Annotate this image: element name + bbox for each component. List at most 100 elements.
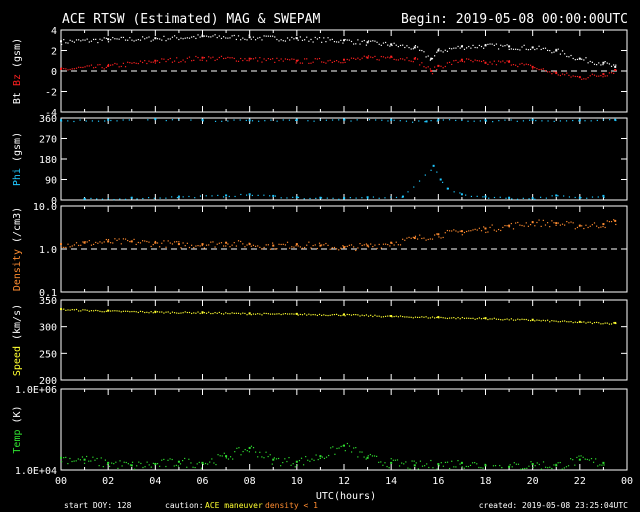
trace-dot	[92, 243, 95, 245]
series-Phi-high	[60, 118, 617, 123]
trace-dot	[133, 238, 135, 241]
trace-dot	[374, 314, 376, 316]
trace-dot	[276, 313, 278, 315]
trace-dot	[359, 451, 361, 453]
trace-dot	[502, 226, 504, 229]
trace-dot	[314, 58, 316, 60]
trace-dot	[186, 466, 188, 468]
trace-dot	[504, 119, 506, 121]
trace-dot	[244, 38, 246, 41]
trace-dot	[421, 316, 423, 318]
trace-dot	[585, 78, 587, 80]
trace-dot	[479, 120, 481, 122]
trace-dot	[399, 44, 402, 47]
trace-dot	[370, 243, 372, 245]
trace-dot	[519, 63, 521, 65]
trace-dot	[522, 197, 524, 199]
trace-dot	[240, 240, 242, 243]
trace-dot	[447, 187, 449, 190]
trace-dot	[344, 38, 346, 41]
trace-dot	[216, 312, 218, 314]
trace-dot	[487, 63, 489, 66]
trace-dot	[530, 461, 532, 463]
trace-dot	[319, 119, 321, 121]
trace-dot	[290, 464, 292, 466]
series-Bz	[60, 55, 617, 80]
trace-dot	[282, 313, 284, 315]
trace-dot	[342, 314, 344, 316]
data-point	[343, 118, 345, 121]
trace-dot	[367, 40, 370, 42]
trace-dot	[147, 119, 149, 121]
trace-dot	[602, 225, 604, 228]
trace-dot	[63, 246, 65, 249]
trace-dot	[421, 49, 423, 52]
trace-dot	[269, 58, 272, 60]
trace-dot	[171, 458, 173, 461]
trace-dot	[214, 311, 216, 314]
trace-dot	[606, 322, 608, 324]
trace-dot	[371, 455, 374, 457]
trace-dot	[436, 468, 438, 470]
trace-dot	[329, 314, 331, 316]
trace-dot	[361, 314, 363, 316]
trace-dot	[229, 313, 231, 315]
trace-dot	[152, 243, 154, 246]
trace-dot	[92, 456, 94, 458]
trace-dot	[65, 309, 67, 311]
y-axis-label: Temp (K)	[12, 405, 23, 453]
trace-dot	[525, 318, 527, 321]
trace-dot	[340, 315, 342, 317]
data-point	[437, 118, 440, 121]
trace-dot	[581, 225, 583, 227]
trace-dot	[407, 191, 409, 193]
trace-dot	[468, 45, 470, 48]
trace-dot	[392, 459, 394, 461]
trace-dot	[257, 194, 259, 196]
trace-dot	[380, 247, 382, 249]
trace-dot	[391, 316, 393, 318]
data-point	[390, 43, 393, 46]
trace-dot	[470, 317, 472, 320]
trace-dot	[408, 60, 410, 62]
trace-dot	[615, 322, 617, 325]
trace-dot	[169, 458, 171, 460]
trace-dot	[412, 317, 414, 319]
trace-dot	[448, 317, 451, 319]
trace-dot	[563, 195, 565, 197]
data-point	[531, 65, 534, 68]
trace-dot	[455, 47, 457, 49]
trace-dot	[523, 318, 525, 321]
trace-dot	[589, 60, 591, 63]
trace-dot	[411, 460, 413, 462]
trace-dot	[508, 319, 510, 321]
data-point	[248, 119, 251, 122]
trace-dot	[278, 313, 280, 315]
trace-dot	[338, 61, 340, 63]
trace-dot	[436, 171, 438, 173]
trace-dot	[353, 57, 355, 59]
data-point	[555, 194, 558, 197]
trace-dot	[374, 40, 376, 42]
trace-dot	[188, 56, 191, 58]
trace-dot	[133, 40, 135, 42]
trace-dot	[551, 73, 553, 75]
trace-dot	[194, 466, 196, 469]
trace-dot	[517, 48, 519, 51]
trace-dot	[363, 39, 365, 42]
trace-dot	[431, 316, 434, 318]
trace-dot	[465, 317, 468, 319]
trace-dot	[286, 197, 288, 199]
trace-dot	[265, 312, 267, 315]
trace-dot	[110, 64, 112, 66]
trace-dot	[282, 60, 284, 62]
trace-dot	[128, 119, 130, 121]
trace-dot	[136, 465, 138, 467]
trace-dot	[593, 63, 596, 65]
trace-dot	[591, 61, 593, 63]
trace-dot	[511, 198, 513, 200]
trace-dot	[179, 463, 182, 465]
trace-dot	[267, 57, 269, 60]
trace-dot	[127, 463, 129, 465]
